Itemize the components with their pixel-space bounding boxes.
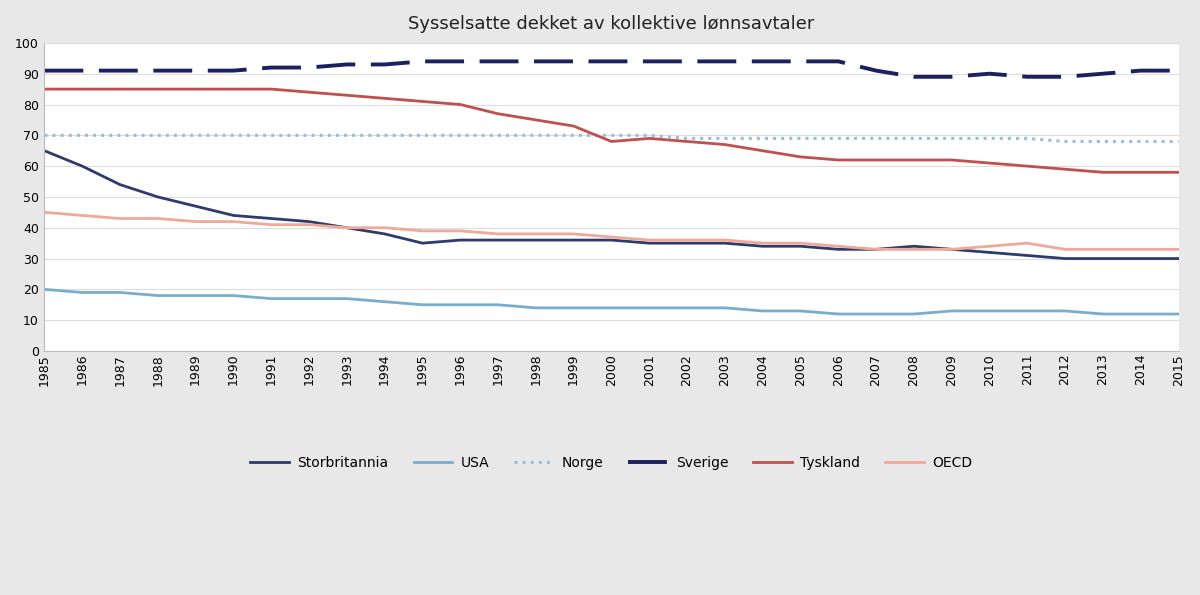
Title: Sysselsatte dekket av kollektive lønnsavtaler: Sysselsatte dekket av kollektive lønnsav…	[408, 15, 815, 33]
Legend: Storbritannia, USA, Norge, Sverige, Tyskland, OECD: Storbritannia, USA, Norge, Sverige, Tysk…	[245, 450, 978, 475]
